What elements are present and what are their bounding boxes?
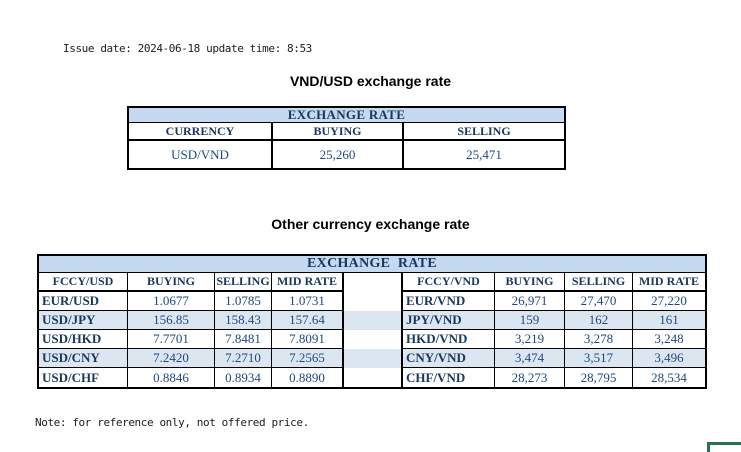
usd-row-buying: 25,260: [273, 141, 404, 168]
right-pair-0: EUR/VND: [401, 292, 495, 311]
right-buying-3: 3,474: [495, 349, 565, 368]
right-selling-0: 27,470: [565, 292, 633, 311]
right-pair-3: CNY/VND: [401, 349, 495, 368]
left-selling-3: 7.2710: [215, 349, 272, 368]
left-buying-3: 7.2420: [128, 349, 215, 368]
left-mid-3: 7.2565: [272, 349, 344, 368]
left-mid-2: 7.8091: [272, 330, 344, 349]
right-mid-2: 3,248: [633, 330, 705, 349]
usd-row-selling: 25,471: [404, 141, 564, 168]
left-pair-1: USD/JPY: [39, 311, 128, 330]
left-col-fccy-usd: FCCY/USD: [39, 273, 128, 292]
spacer-cell: [344, 330, 401, 349]
other-table-title: Other currency exchange rate: [271, 216, 470, 232]
other-table-header: EXCHANGE RATE: [39, 256, 705, 273]
other-currency-table: EXCHANGE RATE FCCY/USD BUYING SELLING MI…: [37, 254, 707, 389]
spacer-cell: [344, 292, 401, 311]
right-mid-3: 3,496: [633, 349, 705, 368]
left-pair-0: EUR/USD: [39, 292, 128, 311]
left-buying-4: 0.8846: [128, 368, 215, 387]
left-buying-2: 7.7701: [128, 330, 215, 349]
usd-row-currency: USD/VND: [129, 141, 273, 168]
right-col-fccy-vnd: FCCY/VND: [401, 273, 495, 292]
left-buying-0: 1.0677: [128, 292, 215, 311]
left-pair-2: USD/HKD: [39, 330, 128, 349]
usd-col-buying: BUYING: [273, 123, 404, 141]
spacer-cell: [344, 273, 401, 292]
left-selling-1: 158.43: [215, 311, 272, 330]
left-col-selling: SELLING: [215, 273, 272, 292]
left-buying-1: 156.85: [128, 311, 215, 330]
left-mid-1: 157.64: [272, 311, 344, 330]
right-buying-4: 28,273: [495, 368, 565, 387]
usd-col-currency: CURRENCY: [129, 123, 273, 141]
right-mid-0: 27,220: [633, 292, 705, 311]
right-pair-1: JPY/VND: [401, 311, 495, 330]
left-pair-3: USD/CNY: [39, 349, 128, 368]
right-selling-3: 3,517: [565, 349, 633, 368]
note-line: Note: for reference only, not offered pr…: [35, 416, 309, 429]
right-col-selling: SELLING: [565, 273, 633, 292]
usd-table-header: EXCHANGE RATE: [129, 108, 564, 123]
left-selling-2: 7.8481: [215, 330, 272, 349]
spacer-cell: [344, 349, 401, 368]
left-mid-4: 0.8890: [272, 368, 344, 387]
right-selling-2: 3,278: [565, 330, 633, 349]
left-pair-4: USD/CHF: [39, 368, 128, 387]
spacer-cell: [344, 368, 401, 387]
left-mid-0: 1.0731: [272, 292, 344, 311]
right-buying-2: 3,219: [495, 330, 565, 349]
right-col-buying: BUYING: [495, 273, 565, 292]
right-buying-1: 159: [495, 311, 565, 330]
green-corner-mark: [707, 442, 741, 452]
right-buying-0: 26,971: [495, 292, 565, 311]
right-selling-4: 28,795: [565, 368, 633, 387]
left-col-mid-rate: MID RATE: [272, 273, 344, 292]
spacer-cell: [344, 311, 401, 330]
right-pair-2: HKD/VND: [401, 330, 495, 349]
right-pair-4: CHF/VND: [401, 368, 495, 387]
right-mid-1: 161: [633, 311, 705, 330]
issue-date-line: Issue date: 2024-06-18 update time: 8:53: [63, 42, 312, 55]
usd-col-selling: SELLING: [404, 123, 564, 141]
right-col-mid-rate: MID RATE: [633, 273, 705, 292]
right-mid-4: 28,534: [633, 368, 705, 387]
left-selling-4: 0.8934: [215, 368, 272, 387]
left-selling-0: 1.0785: [215, 292, 272, 311]
left-col-buying: BUYING: [128, 273, 215, 292]
usd-vnd-table: EXCHANGE RATE CURRENCY BUYING SELLING US…: [127, 106, 566, 170]
usd-table-title: VND/USD exchange rate: [289, 73, 452, 89]
right-selling-1: 162: [565, 311, 633, 330]
